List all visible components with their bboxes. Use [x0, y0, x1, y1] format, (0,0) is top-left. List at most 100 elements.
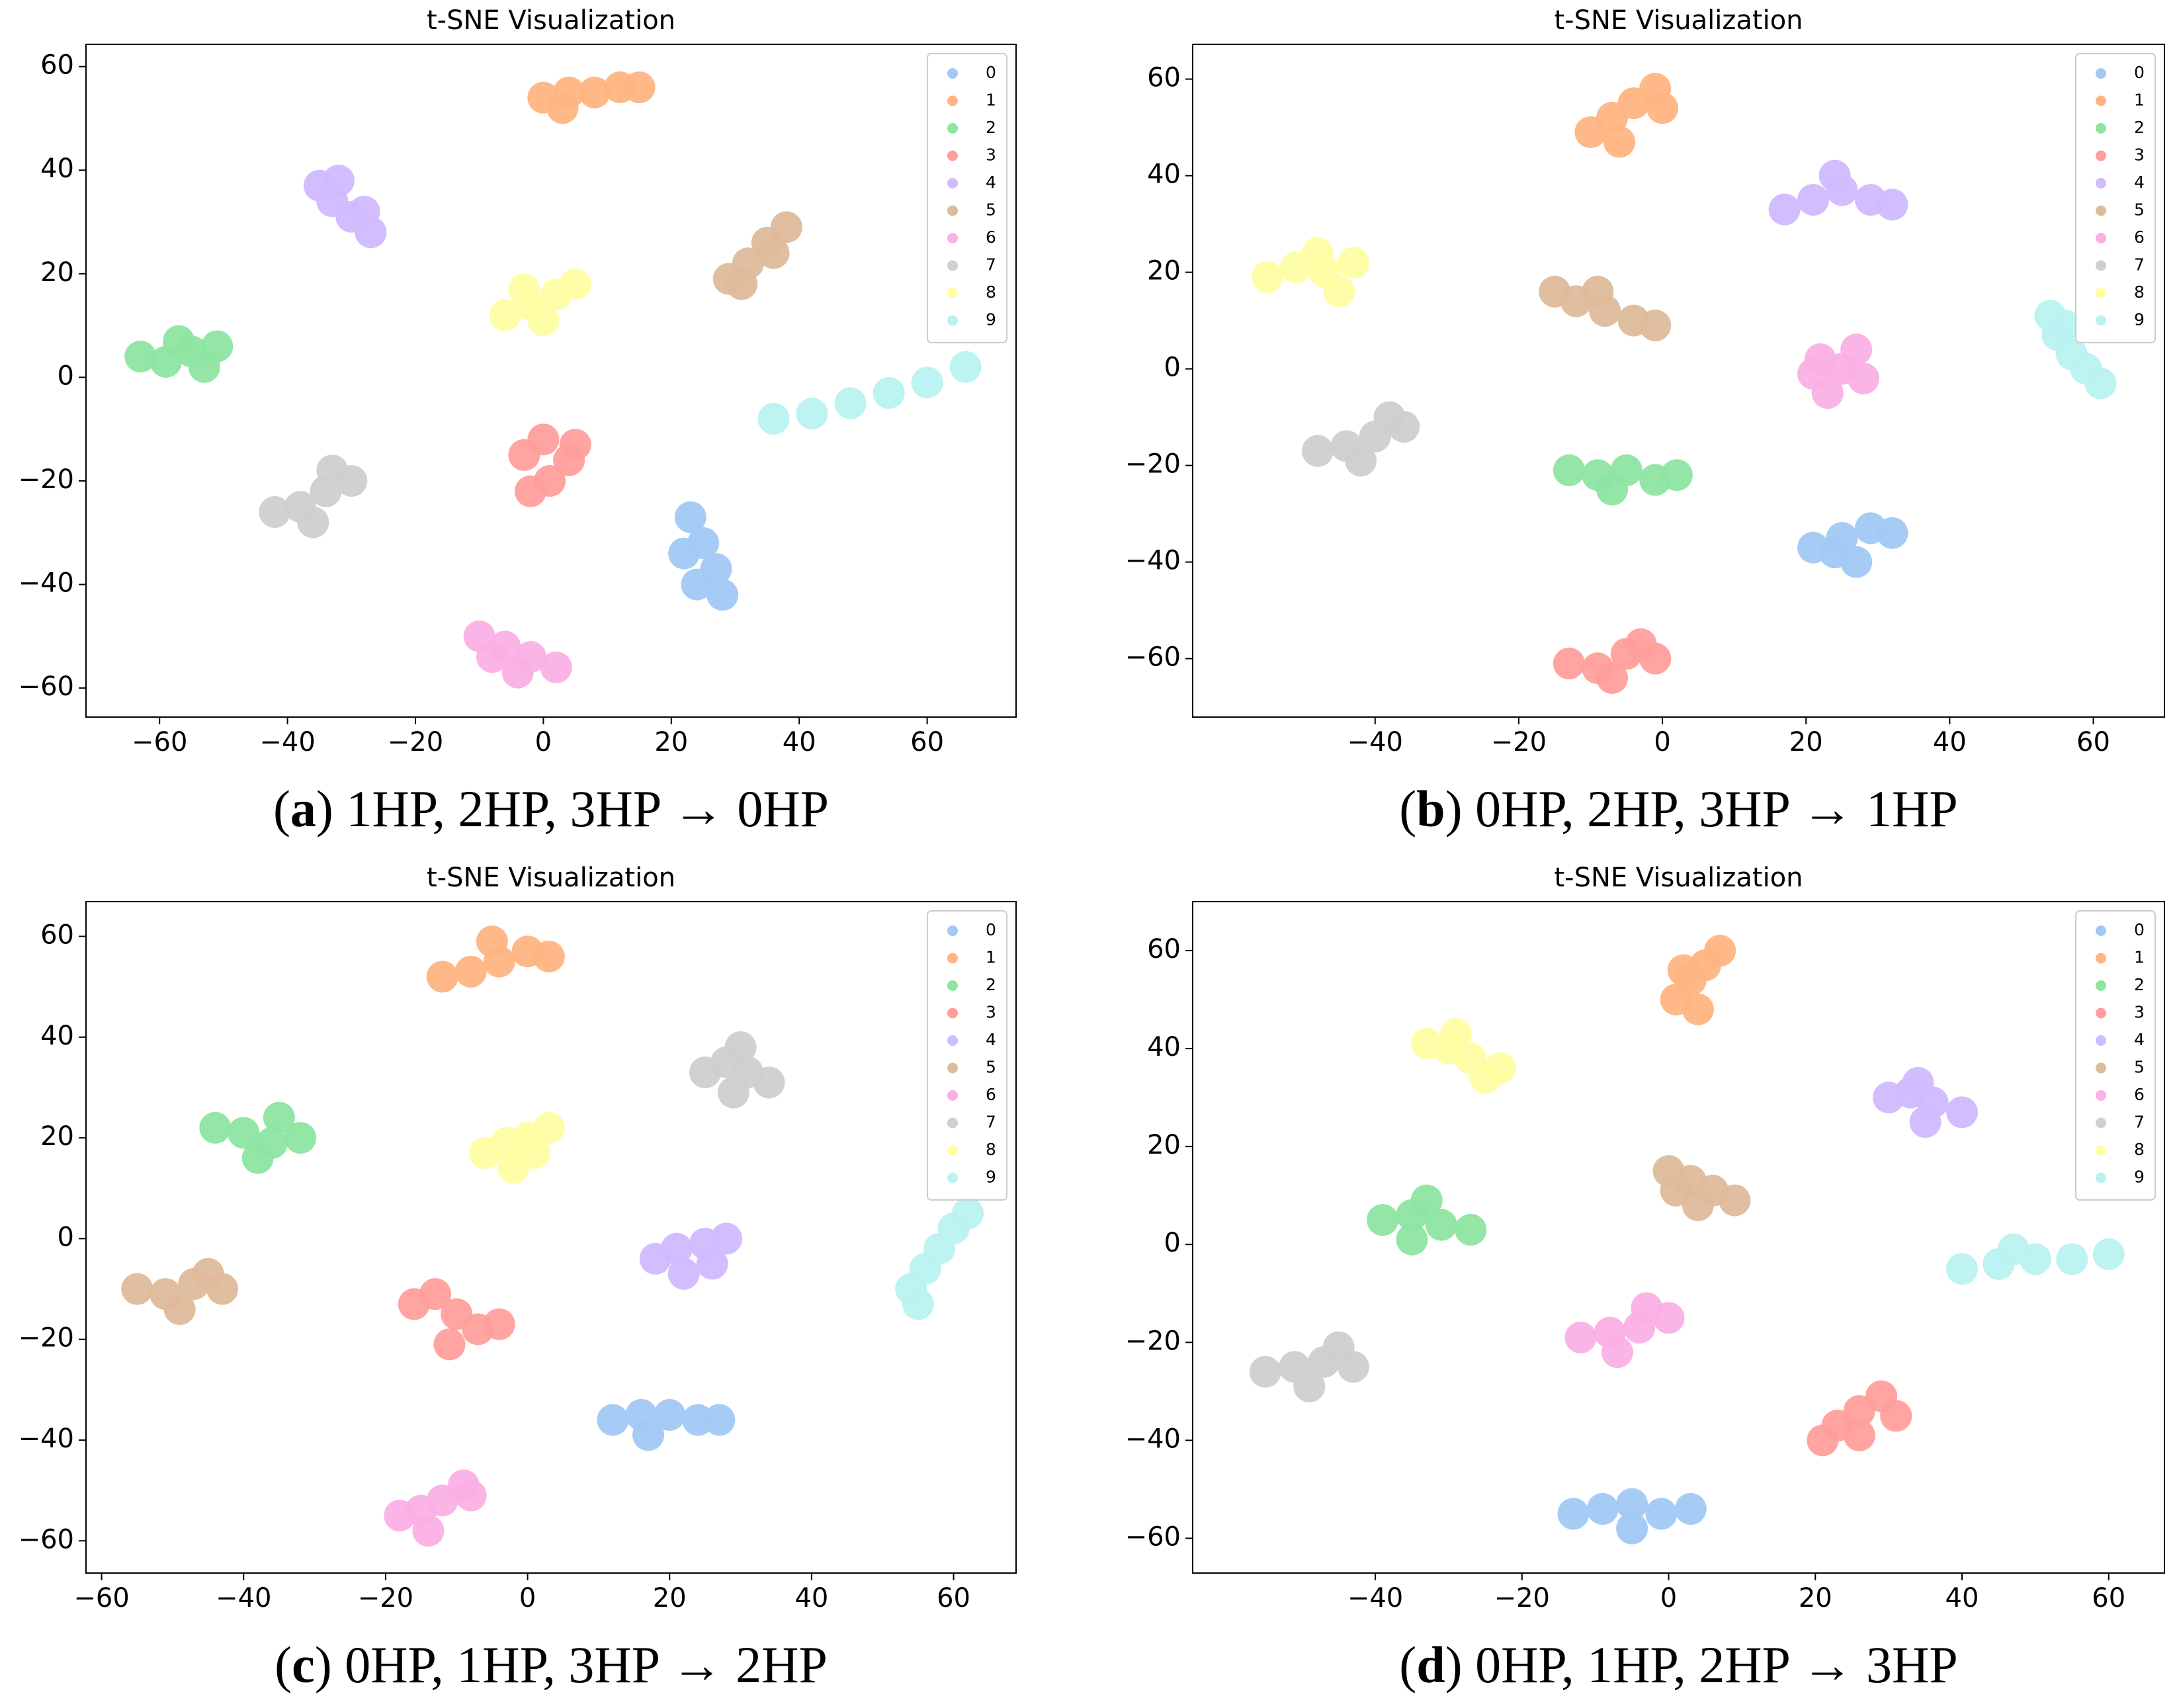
scatter-point	[192, 1258, 224, 1290]
scatter-point	[1667, 954, 1699, 986]
scatter-point	[426, 961, 458, 993]
legend-marker	[947, 178, 958, 189]
y-tick-label: −60	[19, 1524, 74, 1555]
legend-marker	[2096, 1062, 2106, 1074]
scatter-point	[519, 1136, 551, 1169]
axes-frame	[1192, 44, 2165, 718]
legend-label: 2	[2134, 975, 2145, 994]
legend-marker	[2096, 123, 2106, 134]
chart-title: t-SNE Visualization	[427, 863, 675, 893]
y-tick-label: 0	[58, 361, 74, 391]
legend-label: 8	[2134, 1140, 2145, 1159]
legend-label: 6	[986, 228, 996, 247]
scatter-point	[263, 1101, 295, 1134]
panel: t-SNE Visualization−60 −40 −20 0 20 40 60−60−4…	[19, 5, 1017, 837]
legend-label: 0	[2134, 920, 2145, 939]
x-tick-label: 60	[2076, 727, 2110, 757]
scatter-point	[770, 211, 802, 243]
chart-title: t-SNE Visualization	[1554, 5, 1803, 36]
scatter-point	[796, 398, 828, 430]
scatter-point	[533, 1111, 565, 1144]
legend-label: 6	[2134, 1085, 2145, 1104]
x-tick-label: −20	[1491, 727, 1547, 757]
legend-marker	[2096, 150, 2106, 161]
scatter-point	[527, 423, 560, 456]
scatter-point	[454, 955, 487, 988]
legend-label: 2	[986, 975, 996, 994]
scatter-point	[1322, 1331, 1355, 1363]
y-tick-label: −20	[19, 464, 74, 495]
x-tick-label: 0	[535, 727, 552, 757]
panel: t-SNE Visualization−60 −40 −20 0 20 40 60−60−4…	[19, 863, 1017, 1693]
panel: t-SNE Visualization−40 −20 0 20 40 60−60−40−2…	[1125, 863, 2165, 1693]
scatter-point	[1596, 662, 1629, 694]
caption-part: (	[1399, 780, 1416, 837]
legend-label: 0	[986, 920, 996, 939]
scatter-point	[1301, 435, 1334, 467]
y-tick-label: −40	[19, 1424, 74, 1454]
scatter-point	[1797, 184, 1830, 216]
scatter-point	[1249, 1355, 1281, 1388]
scatter-point	[316, 454, 349, 487]
legend-marker	[947, 1145, 958, 1156]
legend-box	[927, 910, 1007, 1201]
x-tick-label: −40	[259, 727, 315, 757]
legend-marker	[2096, 1145, 2106, 1156]
legend-label: 4	[2134, 1030, 2145, 1049]
scatter-point	[228, 1117, 260, 1149]
caption-part: b	[1416, 780, 1445, 837]
scatter-point	[1338, 246, 1370, 278]
legend-marker	[2096, 1090, 2106, 1101]
legend-label: 9	[986, 1168, 996, 1187]
x-tick-label: 20	[1799, 1583, 1832, 1613]
scatter-point	[2084, 367, 2117, 400]
scatter-point	[476, 925, 508, 958]
legend-marker	[2096, 68, 2106, 79]
y-tick-label: 20	[40, 1121, 74, 1152]
panel: t-SNE Visualization−40 −20 0 20 40 60−60−40−2…	[1125, 5, 2165, 837]
y-tick-label: −60	[1125, 1521, 1181, 1552]
scatter-point	[674, 501, 706, 533]
scatter-point	[559, 429, 591, 461]
scatter-point	[1301, 237, 1334, 269]
caption: (b) 0HP, 2HP, 3HP → 1HP	[1399, 780, 1958, 837]
legend-label: 3	[2134, 146, 2145, 165]
legend-label: 9	[986, 310, 996, 329]
x-tick-label: 40	[783, 727, 816, 757]
y-tick-label: −60	[1125, 642, 1181, 673]
scatter-point	[1410, 1184, 1443, 1217]
legend-marker	[947, 1007, 958, 1019]
legend-label: 3	[986, 1003, 996, 1022]
legend-label: 1	[2134, 948, 2145, 967]
x-tick-label: 20	[1789, 727, 1823, 757]
legend-marker	[2096, 205, 2106, 216]
scatter-point	[654, 1398, 686, 1431]
scatter-point	[2056, 1243, 2088, 1275]
legend-label: 1	[986, 91, 996, 110]
legend-marker	[947, 260, 958, 271]
scatter-point	[241, 1142, 274, 1174]
scatter-point	[597, 1404, 629, 1436]
legend-label: 2	[986, 118, 996, 137]
caption-part: c	[292, 1636, 315, 1693]
x-tick-label: 60	[2092, 1583, 2125, 1613]
scatter-point	[540, 651, 572, 683]
scatter-point	[1251, 261, 1283, 293]
x-tick-label: 40	[794, 1583, 828, 1613]
y-tick-label: 0	[1164, 353, 1181, 383]
scatter-point	[902, 1288, 934, 1320]
scatter-point	[1586, 1493, 1619, 1525]
scatter-point	[726, 268, 758, 300]
scatter-point	[1455, 1214, 1487, 1246]
scatter-point	[419, 1278, 452, 1310]
scatter-point	[533, 940, 565, 972]
scatter-point	[433, 1328, 466, 1361]
legend-label: 8	[986, 282, 996, 302]
scatter-point	[1946, 1096, 1979, 1129]
scatter-point	[667, 1258, 700, 1290]
x-tick-label: 60	[910, 727, 944, 757]
y-tick-label: −20	[1125, 1326, 1181, 1356]
scatter-point	[1768, 193, 1801, 226]
legend-label: 8	[2134, 282, 2145, 302]
